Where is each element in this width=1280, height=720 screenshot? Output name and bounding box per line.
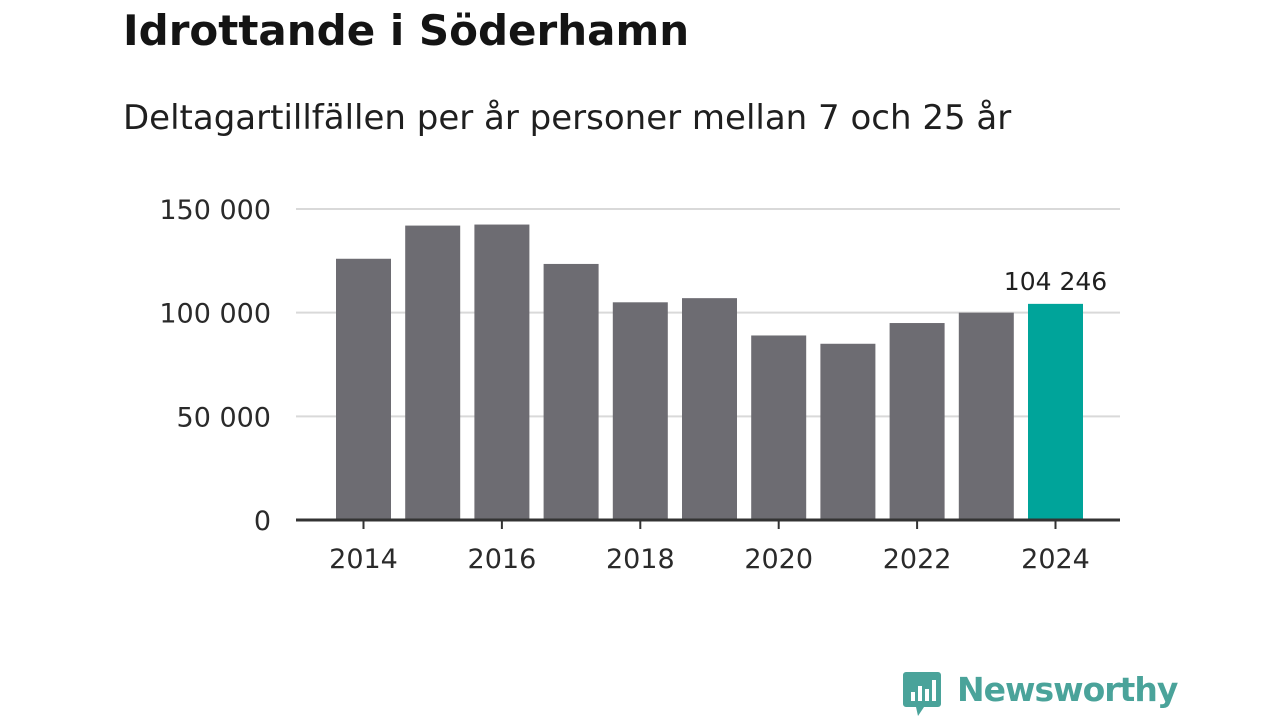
bar-2017 [543,263,599,520]
bar-2024 [1028,303,1083,520]
y-tick-label: 50 000 [177,402,271,433]
bar-2016 [474,224,530,521]
x-tick-label: 2016 [468,544,537,575]
y-tick-label: 150 000 [159,195,271,226]
x-tick-label: 2024 [1021,544,1090,575]
y-tick-label: 0 [254,506,271,537]
x-tick-label: 2020 [744,544,813,575]
bar-2021 [820,343,876,520]
bar-2022 [889,323,945,520]
bar-2023 [958,312,1014,520]
newsworthy-logo: Newsworthy [902,670,1178,716]
bar-2019 [682,298,737,520]
newsworthy-logo-icon [903,672,941,716]
bar-2015 [405,225,461,520]
bar-2018 [612,302,668,520]
x-tick-label: 2018 [606,544,675,575]
x-tick-label: 2014 [329,544,398,575]
newsworthy-logo-text: Newsworthy [957,670,1178,709]
bar-chart: 0 50 000 100 000 150 000 2014 2016 2018 2020 202… [159,195,1120,575]
chart-subtitle: Deltagartillfällen per år personer mella… [123,98,1012,138]
data-label: 104 246 [1004,267,1107,296]
bar-2020 [751,335,807,520]
x-tick-label: 2022 [883,544,952,575]
y-tick-label: 100 000 [159,299,271,330]
bar-2014 [336,258,391,520]
chart-title: Idrottande i Söderhamn [123,6,690,55]
